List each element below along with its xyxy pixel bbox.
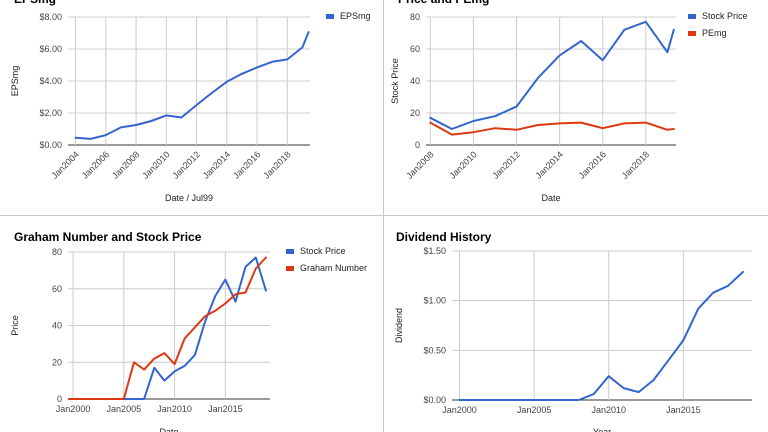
x-tick-label: Jan2012 [490,149,521,180]
x-tick-label: Jan2015 [666,405,701,415]
chart-title: Dividend History [396,230,492,244]
y-tick-label: $0.00 [39,140,62,150]
x-tick-label: Jan2016 [231,149,262,180]
x-tick-label: Jan2018 [620,149,651,180]
x-tick-label: Jan2010 [447,149,478,180]
legend-label: Stock Price [300,246,346,256]
series-line [458,270,744,401]
y-tick-label: 60 [52,284,62,294]
series-line [429,121,675,136]
series-line [74,31,310,140]
dividend-chart-panel: Dividend History $0.00 $0.50 $1.00 $1.50 Jan2… [384,216,768,432]
y-tick-label: $1.00 [423,296,446,306]
x-axis-label: Date [159,427,178,432]
x-tick-label: Jan2014 [201,149,232,180]
y-tick-label: 20 [410,108,420,118]
y-tick-label: $6.00 [39,44,62,54]
y-tick-label: 0 [57,394,62,404]
horizontal-divider [0,215,768,216]
x-axis-label: Year [593,427,611,432]
x-tick-label: Jan2015 [208,404,243,414]
y-tick-label: 40 [52,321,62,331]
price-pe-chart-panel: Price and PEmg 0 20 40 60 80 Jan2008 Jan2010 Jan… [384,0,768,215]
legend-swatch [688,14,696,19]
x-tick-label: Jan2008 [404,149,435,180]
series-line [68,256,267,400]
x-tick-label: Jan2018 [261,149,292,180]
y-tick-label: $0.00 [423,395,446,405]
chart-title: Graham Number and Stock Price [14,230,202,244]
y-tick-label: $0.50 [423,345,446,355]
eps-chart: EPSmg$0.00$2.00$4.00$6.00$8.00Jan2004Jan… [10,0,371,203]
x-tick-label: Jan2000 [442,405,477,415]
series-line [429,20,675,130]
legend-swatch [286,266,294,271]
x-tick-label: Jan2010 [140,149,171,180]
y-tick-label: $4.00 [39,76,62,86]
x-tick-label: Jan2010 [157,404,192,414]
graham-chart-panel: Graham Number and Stock Price 0 20 40 60 80 Ja… [0,216,383,432]
legend-label: Stock Price [702,11,748,21]
y-tick-label: 80 [52,247,62,257]
chart-title: EPSmg [14,0,56,6]
series-line [68,256,267,400]
y-tick-label: 40 [410,76,420,86]
x-tick-label: Jan2008 [110,149,141,180]
x-tick-label: Jan2012 [170,149,201,180]
y-axis-label: Dividend [394,308,404,343]
x-axis-label: Date [541,193,560,203]
y-tick-label: $2.00 [39,108,62,118]
legend-swatch [326,14,334,19]
x-tick-label: Jan2004 [49,149,80,180]
legend-label: Graham Number [300,263,367,273]
eps-chart-panel: EPSmg$0.00$2.00$4.00$6.00$8.00Jan2004Jan… [0,0,383,215]
y-tick-label: $8.00 [39,12,62,22]
dividend-chart: Dividend History $0.00 $0.50 $1.00 $1.50 Jan2… [394,230,752,432]
x-tick-label: Jan2005 [517,405,552,415]
y-tick-label: $1.50 [423,246,446,256]
legend-label: EPSmg [340,11,371,21]
y-axis-label: Price [10,315,20,336]
chart-title: Price and PEmg [398,0,489,6]
x-tick-label: Jan2000 [56,404,91,414]
y-tick-label: 0 [415,140,420,150]
x-tick-label: Jan2010 [591,405,626,415]
vertical-divider [383,0,384,432]
x-tick-label: Jan2016 [577,149,608,180]
y-tick-label: 80 [410,12,420,22]
y-tick-label: 20 [52,357,62,367]
legend-swatch [688,31,696,36]
x-tick-label: Jan2005 [107,404,142,414]
y-axis-label: EPSmg [10,66,20,97]
graham-chart: Graham Number and Stock Price 0 20 40 60 80 Ja… [10,230,367,432]
y-axis-label: Stock Price [390,58,400,104]
price-pe-chart: Price and PEmg 0 20 40 60 80 Jan2008 Jan2010 Jan… [390,0,748,203]
x-tick-label: Jan2014 [534,149,565,180]
y-tick-label: 60 [410,44,420,54]
x-axis-label: Date / Jul99 [165,193,213,203]
legend-label: PEmg [702,28,727,38]
legend-swatch [286,249,294,254]
x-tick-label: Jan2006 [80,149,111,180]
